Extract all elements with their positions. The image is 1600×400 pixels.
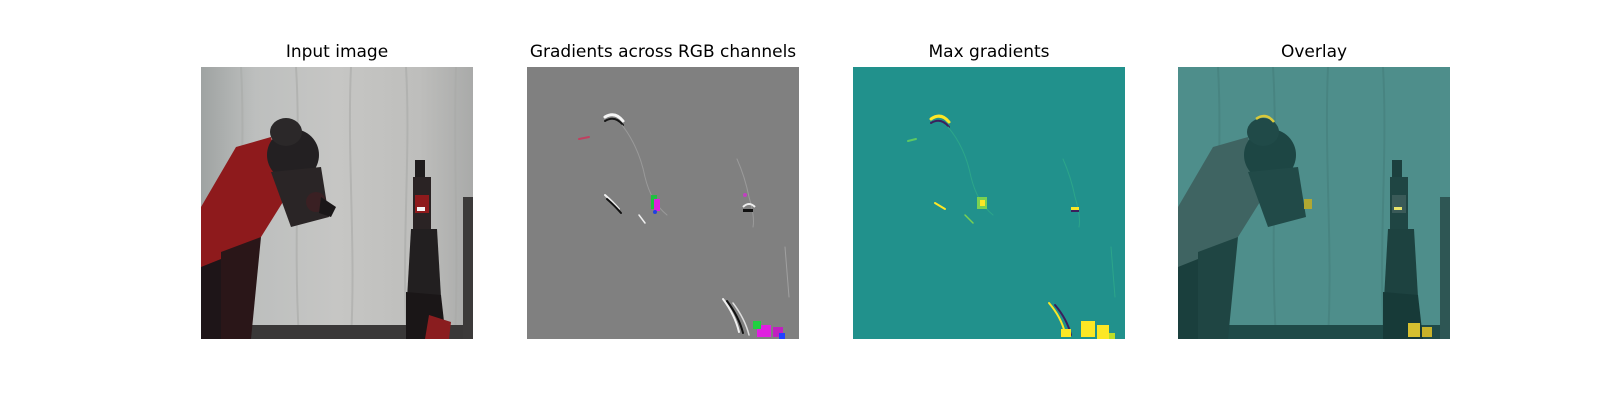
overlay-image <box>1178 67 1450 339</box>
panel-title-rgb-gradients: Gradients across RGB channels <box>529 42 797 62</box>
panel-title-overlay: Overlay <box>1280 42 1348 62</box>
input-image <box>201 67 473 339</box>
panel-title-input-image: Input image <box>285 42 389 62</box>
panel-title-max-gradients: Max gradients <box>928 42 1050 62</box>
max-gradients-image <box>853 67 1125 339</box>
rgb-gradients-image <box>527 67 799 339</box>
